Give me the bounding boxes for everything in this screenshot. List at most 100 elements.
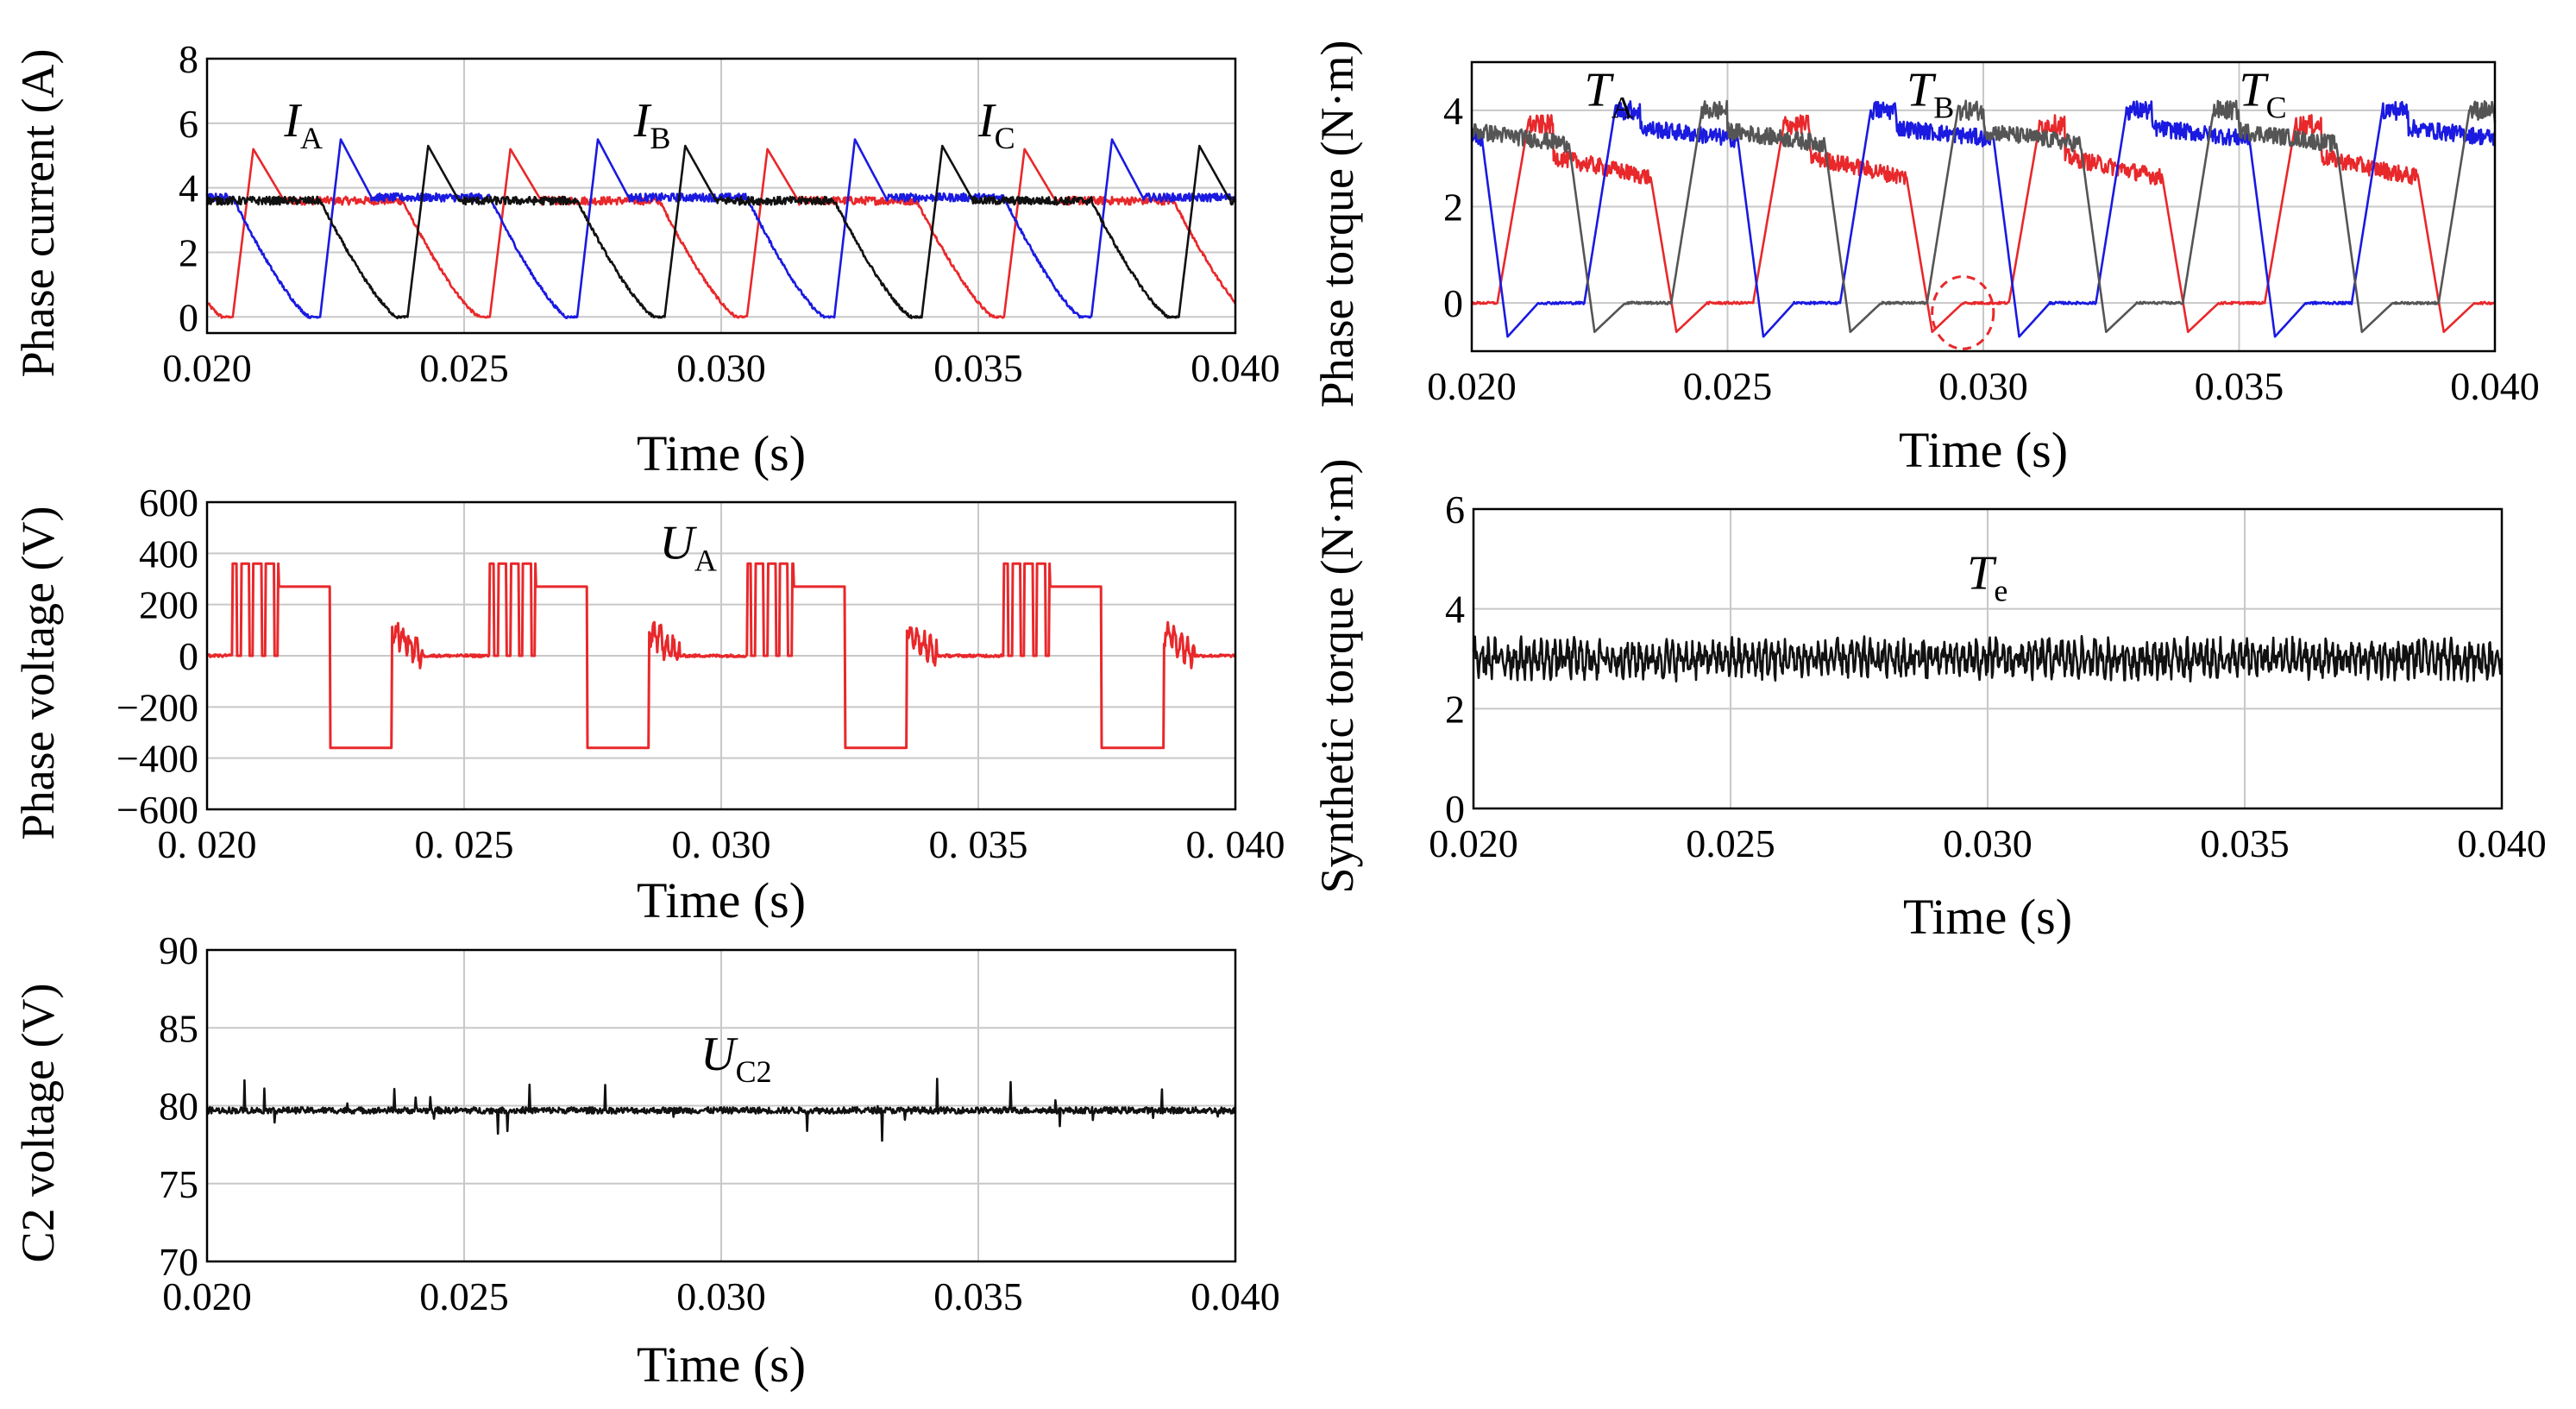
y-tick-label: 200	[139, 583, 198, 627]
x-tick-label: 0.030	[676, 346, 766, 390]
x-tick-label: 0.035	[2200, 821, 2290, 865]
series-line-T_e	[1472, 634, 2504, 683]
x-tick-label: 0.035	[933, 1274, 1023, 1318]
curve-label-UC2: UC2	[701, 1028, 771, 1089]
y-tick-label: 6	[1445, 487, 1465, 532]
x-tick-label: 0.025	[1683, 364, 1773, 408]
x-tick-label: 0.025	[1686, 821, 1775, 865]
curve-labels: IA IB IC	[283, 94, 1015, 155]
y-axis-title: Phase voltage (V)	[12, 506, 64, 840]
y-tick-label: 90	[159, 928, 198, 972]
y-tick-label: −400	[116, 737, 198, 781]
curve-label-subscript: C2	[736, 1054, 772, 1089]
curve-label-TA: TA	[1584, 63, 1633, 124]
curve-label-subscript: B	[1933, 90, 1954, 124]
curve-label-subscript: C	[995, 121, 1015, 155]
x-tick-label: 0.040	[1191, 346, 1280, 390]
x-tick-label: 0.020	[162, 1274, 252, 1318]
highlight-marker	[1931, 274, 1995, 350]
y-tick-label: 2	[1445, 687, 1465, 731]
y-tick-label: 4	[1445, 588, 1465, 632]
series-lines	[205, 562, 1237, 750]
y-tick-label: 80	[159, 1085, 198, 1129]
tick-labels: 0.020 0.025 0.030 0.035 0.040 0 2 4 6	[1429, 487, 2547, 865]
series-line-T_B	[1471, 100, 2497, 338]
tick-labels: 0.020 0.025 0.030 0.035 0.040 70 75 80 85 90	[159, 928, 1280, 1318]
x-tick-label: 0.020	[1427, 364, 1517, 408]
curve-labels: TA TB TC	[1584, 63, 2287, 350]
curve-label-TB: TB	[1907, 63, 1954, 124]
series-line-I_C	[205, 144, 1237, 320]
x-tick-label: 0.040	[2457, 821, 2547, 865]
chart-synthetic-torque: Te 0.020 0.025 0.030 0.035 0.040 0 2 4 6 Synthet…	[1311, 459, 2547, 945]
x-tick-label: 0. 025	[415, 822, 514, 866]
curve-labels: Te	[1967, 547, 2007, 608]
series-line-T_C	[1471, 99, 2497, 334]
plot-frame	[205, 948, 1237, 1263]
plot-frame	[1470, 60, 2497, 353]
curve-label-subscript: A	[694, 543, 717, 577]
y-axis-title: Synthetic torque (N·m)	[1311, 459, 1363, 894]
y-tick-label: 6	[179, 102, 198, 146]
x-tick-label: 0.020	[1429, 821, 1518, 865]
x-tick-label: 0. 040	[1186, 822, 1285, 866]
series-lines	[1472, 634, 2504, 683]
x-axis-title: Time (s)	[637, 1337, 806, 1393]
chart-phase-voltage: UA 0. 020 0. 025 0. 030 0. 035 0. 040 600 400 2…	[12, 481, 1285, 928]
y-tick-label: 600	[139, 481, 198, 525]
y-tick-label: −200	[116, 685, 198, 729]
curve-label-subscript: e	[1994, 574, 2007, 608]
y-tick-label: −600	[116, 788, 198, 832]
x-tick-label: 0.035	[2195, 364, 2284, 408]
series-lines	[205, 1078, 1237, 1142]
y-tick-label: 0	[179, 634, 198, 678]
x-tick-label: 0. 035	[929, 822, 1028, 866]
series-lines	[1471, 99, 2497, 338]
y-tick-label: 0	[1445, 787, 1465, 831]
curve-label-subscript: C	[2266, 90, 2287, 124]
curve-label-subscript: A	[1612, 90, 1634, 124]
chart-c2-voltage: UC2 0.020 0.025 0.030 0.035 0.0407075808590 …	[12, 928, 1280, 1393]
y-tick-label: 70	[159, 1240, 198, 1284]
chart-phase-torque: TA TB TC 0.020 0.025 0.030 0.035 0.040 0 2 4 Phas…	[1311, 41, 2540, 478]
y-axis-title: Phase current (A)	[12, 49, 64, 378]
curve-labels: UC2	[701, 1028, 771, 1089]
y-tick-label: 400	[139, 532, 198, 576]
x-tick-label: 0.040	[1191, 1274, 1280, 1318]
x-tick-label: 0.040	[2450, 364, 2540, 408]
x-axis-title: Time (s)	[637, 425, 806, 481]
y-tick-label: 2	[1443, 186, 1463, 230]
x-tick-label: 0.030	[1943, 821, 2033, 865]
series-line-U_C2	[205, 1078, 1237, 1142]
series-lines	[205, 138, 1237, 320]
x-tick-label: 0. 020	[158, 822, 257, 866]
curve-label-Te: Te	[1967, 547, 2007, 608]
tick-labels: 0.020 0.025 0.030 0.035 0.040 0 2 4	[1427, 89, 2540, 408]
y-axis-title: C2 voltage (V)	[12, 984, 64, 1263]
plot-frame	[205, 500, 1237, 811]
y-tick-label: 75	[159, 1162, 198, 1206]
tick-labels: 0.020 0.025 0.030 0.035 0.040 0 2 4 6 8	[162, 37, 1280, 390]
x-tick-label: 0.025	[419, 1274, 509, 1318]
curve-label-subscript: B	[650, 121, 670, 155]
x-tick-label: 0.030	[676, 1274, 766, 1318]
x-axis-title: Time (s)	[1899, 422, 2068, 478]
y-axis-title: Phase torque (N·m)	[1311, 41, 1363, 408]
y-tick-label: 8	[179, 37, 198, 81]
series-line-U_A	[205, 562, 1237, 750]
curve-label-UA: UA	[659, 516, 716, 577]
y-tick-label: 85	[159, 1006, 198, 1050]
curve-labels: UA	[659, 516, 716, 577]
x-tick-label: 0.025	[419, 346, 509, 390]
y-tick-label: 0	[1443, 281, 1463, 325]
y-tick-label: 4	[179, 167, 198, 211]
curve-label-IC: IC	[977, 94, 1015, 155]
y-tick-label: 2	[179, 230, 198, 274]
x-tick-label: 0.020	[162, 346, 252, 390]
series-line-T_A	[1471, 114, 2496, 334]
curve-label-TC: TC	[2240, 63, 2287, 124]
y-tick-label: 0	[179, 295, 198, 339]
curve-label-IB: IB	[633, 94, 671, 155]
curve-label-IA: IA	[283, 94, 323, 155]
